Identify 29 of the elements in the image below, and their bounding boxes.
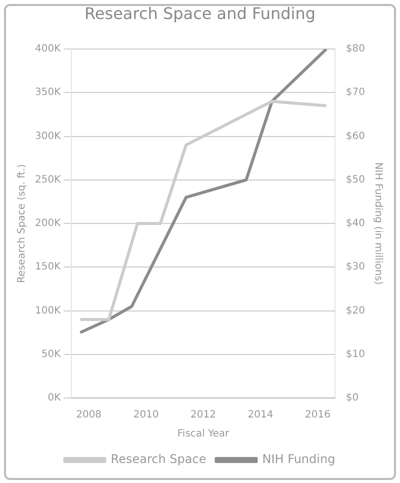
y-tick-label: 350K [34,87,62,98]
y-tick-label: 100K [34,305,62,316]
y-tick-label: 200K [34,218,62,230]
y2-tick-label: $0 [346,392,359,404]
y-tick-label: 400K [34,44,62,55]
y-tick-label: 150K [34,262,62,273]
y2-tick-label: $40 [346,218,366,230]
legend-label: NIH Funding [262,452,336,466]
x-axis-title: Fiscal Year [177,428,230,440]
legend-label: Research Space [110,452,206,466]
y-tick-label: 300K [34,130,62,142]
x-tick-label: 2014 [248,410,274,421]
y-tick-label: 0K [48,392,62,404]
y2-tick-label: $20 [346,305,366,316]
y2-tick-label: $10 [346,348,366,360]
y2-tick-label: $70 [346,87,366,98]
x-tick-label: 2012 [190,410,216,421]
chart-title: Research Space and Funding [83,4,316,23]
y2-tick-label: $50 [346,174,366,186]
y-axis-title: Research Space (sq. ft.) [16,164,28,283]
y2-tick-label: $80 [346,44,366,55]
x-tick-label: 2010 [133,410,159,421]
y2-axis-title: NIH Funding (in millions) [372,162,384,285]
x-tick-label: 2008 [76,410,102,421]
y2-tick-label: $60 [346,130,366,142]
y2-tick-label: $30 [346,262,366,273]
y-tick-label: 250K [34,174,62,186]
x-tick-label: 2016 [305,410,330,421]
y-tick-label: 50K [41,348,62,360]
